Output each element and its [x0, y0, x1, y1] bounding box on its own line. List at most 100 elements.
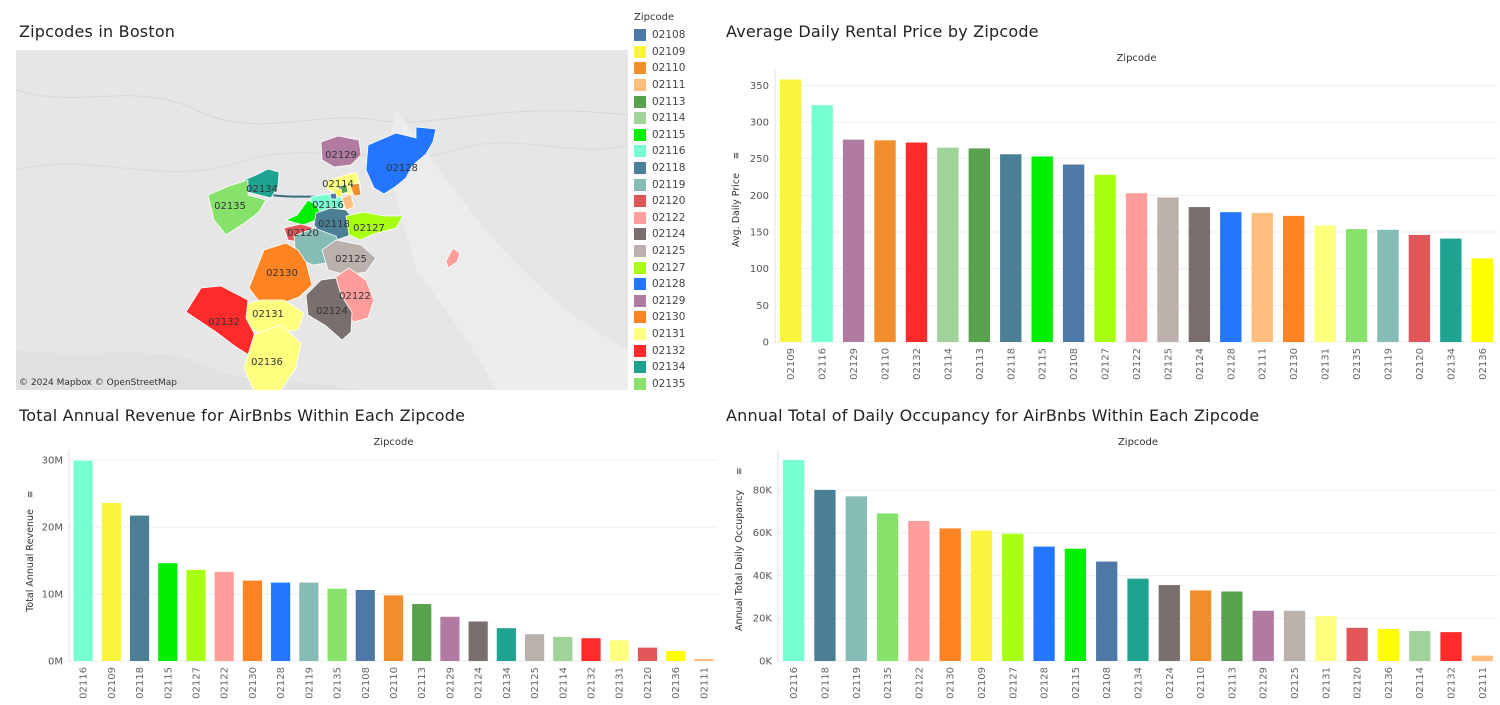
bar-02115[interactable] — [1064, 548, 1087, 661]
legend-item-02125[interactable]: 02125 — [634, 243, 704, 260]
bar-02131[interactable] — [1315, 616, 1337, 661]
map-region-02136[interactable] — [243, 324, 302, 390]
legend-item-02124[interactable]: 02124 — [634, 226, 704, 243]
bar-02116[interactable] — [811, 105, 833, 342]
bar-02129[interactable] — [842, 139, 865, 342]
legend-item-02134[interactable]: 02134 — [634, 359, 704, 376]
legend-item-02116[interactable]: 02116 — [634, 143, 704, 160]
bar-02120[interactable] — [1408, 234, 1431, 342]
bar-02110[interactable] — [383, 595, 404, 661]
map-regions[interactable] — [185, 126, 461, 390]
sort-icon[interactable]: ≡ — [26, 491, 36, 499]
bar-02128[interactable] — [271, 582, 291, 661]
bar-02113[interactable] — [1221, 591, 1243, 661]
bar-02124[interactable] — [1158, 585, 1180, 661]
map-region-02127[interactable] — [345, 211, 404, 241]
bar-02114[interactable] — [1409, 631, 1431, 661]
bar-02115[interactable] — [1031, 156, 1053, 342]
avg-price-chart[interactable]: Zipcode Avg. Daily Price ≡ 0 50 100 150 200 250 3… — [716, 48, 1500, 393]
map-region-02124[interactable] — [305, 277, 353, 341]
map-region-02152[interactable] — [445, 247, 461, 269]
bar-02136[interactable] — [1471, 258, 1493, 342]
bar-02127[interactable] — [1094, 174, 1116, 342]
bar-02132[interactable] — [1440, 632, 1462, 661]
bar-02124[interactable] — [468, 621, 488, 661]
bar-02122[interactable] — [908, 520, 930, 661]
bar-02111[interactable] — [694, 658, 714, 661]
bar-02109[interactable] — [780, 79, 802, 342]
bar-02136[interactable] — [666, 650, 686, 661]
legend-item-02128[interactable]: 02128 — [634, 276, 704, 293]
bar-02127[interactable] — [1002, 533, 1024, 661]
bar-02120[interactable] — [637, 647, 658, 661]
bar-02131[interactable] — [1314, 225, 1336, 342]
map-region-02108[interactable] — [329, 192, 338, 200]
bar-02108[interactable] — [355, 589, 375, 661]
bar-02125[interactable] — [524, 634, 545, 661]
bar-02119[interactable] — [1377, 229, 1399, 342]
sort-icon[interactable]: ≡ — [732, 152, 742, 160]
bar-02127[interactable] — [186, 569, 206, 661]
bar-02134[interactable] — [1440, 238, 1462, 342]
bar-02122[interactable] — [214, 571, 234, 661]
bar-02135[interactable] — [1345, 229, 1368, 342]
legend-item-02115[interactable]: 02115 — [634, 127, 704, 144]
sort-icon[interactable]: ≡ — [735, 468, 745, 476]
map-region-02135[interactable] — [207, 179, 267, 236]
bar-02114[interactable] — [553, 636, 573, 661]
bar-02110[interactable] — [1189, 590, 1212, 661]
map-region-02111[interactable] — [341, 193, 355, 211]
bar-02116[interactable] — [73, 460, 93, 661]
map-region-02128[interactable] — [365, 126, 437, 195]
bar-02119[interactable] — [845, 496, 867, 661]
bar-02119[interactable] — [299, 582, 319, 661]
bar-02130[interactable] — [939, 528, 961, 661]
legend-item-02135[interactable]: 02135 — [634, 375, 704, 392]
map-region-02129[interactable] — [320, 135, 362, 168]
legend-item-02127[interactable]: 02127 — [634, 259, 704, 276]
bar-02130[interactable] — [1282, 215, 1305, 342]
bar-02118[interactable] — [1000, 154, 1022, 342]
bar-02136[interactable] — [1377, 628, 1400, 661]
bar-02125[interactable] — [1283, 610, 1306, 661]
bar-02108[interactable] — [1096, 561, 1118, 661]
bar-02130[interactable] — [242, 580, 263, 661]
bar-02134[interactable] — [496, 628, 516, 661]
bar-02134[interactable] — [1127, 578, 1149, 661]
legend-item-02108[interactable]: 02108 — [634, 27, 704, 44]
map-region-02131[interactable] — [240, 299, 305, 336]
map-region-02130[interactable] — [248, 242, 313, 306]
bar-02124[interactable] — [1188, 207, 1211, 342]
legend-item-02122[interactable]: 02122 — [634, 210, 704, 227]
bar-02122[interactable] — [1125, 193, 1148, 342]
bar-02115[interactable] — [158, 563, 178, 661]
legend-item-02129[interactable]: 02129 — [634, 293, 704, 310]
bar-02120[interactable] — [1346, 627, 1368, 661]
bar-02113[interactable] — [968, 148, 991, 342]
bar-02125[interactable] — [1157, 197, 1179, 342]
bar-02128[interactable] — [1220, 212, 1242, 342]
bar-02128[interactable] — [1033, 546, 1055, 661]
bar-02129[interactable] — [1252, 610, 1274, 661]
map-region-02115[interactable] — [284, 199, 322, 226]
bar-02135[interactable] — [876, 513, 899, 661]
legend-item-02109[interactable]: 02109 — [634, 44, 704, 61]
bar-02118[interactable] — [129, 515, 150, 661]
legend-item-02113[interactable]: 02113 — [634, 93, 704, 110]
occupancy-chart[interactable]: Zipcode Annual Total Daily Occupancy ≡ 0K 20… — [716, 432, 1500, 702]
legend-item-02111[interactable]: 02111 — [634, 77, 704, 94]
bar-02116[interactable] — [783, 460, 805, 661]
bar-02129[interactable] — [440, 616, 460, 661]
bar-02114[interactable] — [937, 147, 959, 342]
map-region-02110[interactable] — [349, 182, 362, 197]
legend-item-02131[interactable]: 02131 — [634, 326, 704, 343]
map-region-02125[interactable] — [321, 239, 377, 276]
legend-item-02130[interactable]: 02130 — [634, 309, 704, 326]
bar-02109[interactable] — [101, 502, 121, 661]
bar-02108[interactable] — [1062, 164, 1085, 342]
bar-02131[interactable] — [609, 640, 629, 661]
bar-02118[interactable] — [814, 489, 836, 661]
map-region-02134[interactable] — [243, 168, 280, 199]
bar-02109[interactable] — [970, 530, 993, 661]
